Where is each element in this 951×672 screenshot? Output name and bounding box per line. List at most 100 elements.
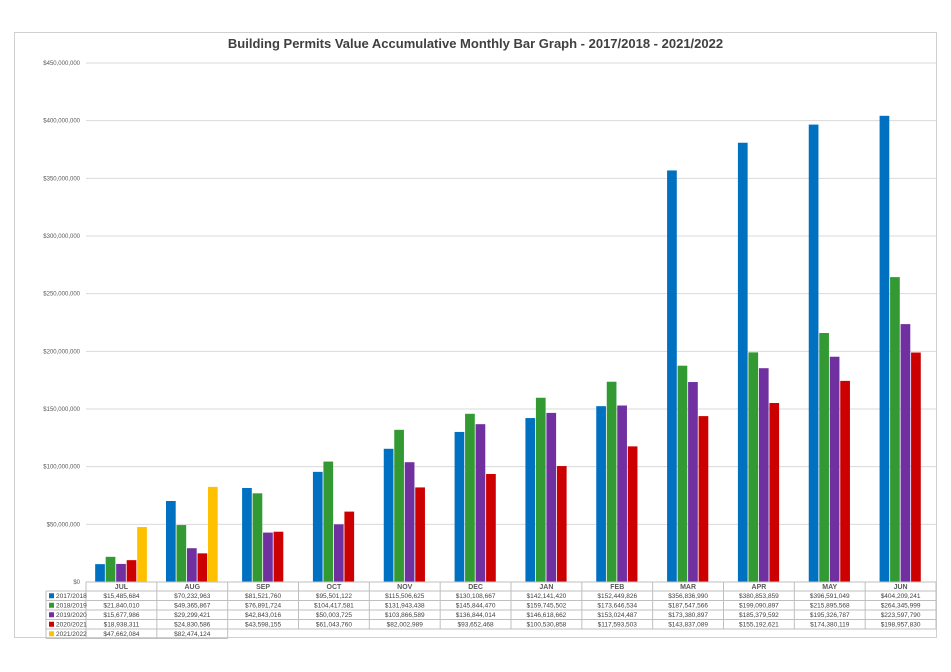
data-table-cell: $100,530,858 bbox=[527, 622, 567, 629]
bar bbox=[344, 511, 355, 582]
bar bbox=[105, 556, 116, 582]
bar bbox=[769, 403, 780, 582]
x-tick-label: JUN bbox=[894, 584, 908, 591]
legend-swatch bbox=[49, 612, 54, 618]
bar bbox=[252, 493, 263, 582]
data-table-cell: $142,141,420 bbox=[527, 593, 567, 600]
y-tick-label: $400,000,000 bbox=[43, 119, 80, 125]
x-tick-label: NOV bbox=[397, 584, 413, 591]
data-table-cell: $81,521,760 bbox=[245, 593, 282, 600]
bar bbox=[137, 527, 147, 582]
data-table-cell: $223,597,790 bbox=[881, 612, 921, 619]
data-table-cell: $136,844,014 bbox=[456, 612, 496, 619]
bar bbox=[415, 487, 425, 582]
legend-label: 2018/2019 bbox=[56, 603, 87, 610]
data-table-cell: $145,844,470 bbox=[456, 603, 496, 610]
bar bbox=[556, 466, 567, 582]
y-tick-label: $250,000,000 bbox=[43, 292, 80, 298]
data-table-cell: $47,662,084 bbox=[103, 631, 140, 638]
data-table-cell: $24,830,586 bbox=[174, 622, 211, 629]
data-table-cell: $185,379,592 bbox=[739, 612, 779, 619]
bar bbox=[525, 418, 536, 582]
bar bbox=[890, 277, 900, 582]
x-tick-label: FEB bbox=[610, 584, 624, 591]
data-table-cell: $93,652,468 bbox=[458, 622, 495, 629]
y-tick-label: $450,000,000 bbox=[43, 61, 80, 67]
y-tick-label: $350,000,000 bbox=[43, 176, 80, 182]
data-table-cell: $70,232,963 bbox=[174, 593, 211, 600]
bar bbox=[829, 356, 840, 582]
legend-label: 2020/2021 bbox=[56, 622, 87, 629]
data-table-cell: $21,840,010 bbox=[103, 603, 140, 610]
x-tick-label: JUL bbox=[115, 584, 129, 591]
y-tick-label: $50,000,000 bbox=[47, 522, 81, 528]
data-table-cell: $143,837,089 bbox=[668, 622, 708, 629]
data-table-cell: $174,380,119 bbox=[810, 622, 850, 629]
bar bbox=[808, 124, 819, 582]
bar bbox=[126, 560, 137, 582]
bar bbox=[95, 564, 105, 582]
data-table-cell: $42,843,016 bbox=[245, 612, 282, 619]
legend-swatch bbox=[49, 631, 54, 637]
y-tick-label: $200,000,000 bbox=[43, 349, 80, 355]
legend-label: 2019/2020 bbox=[56, 612, 87, 619]
y-tick-label: $100,000,000 bbox=[43, 465, 80, 471]
legend-label: 2017/2018 bbox=[56, 593, 87, 600]
data-table-cell: $82,002,989 bbox=[387, 622, 424, 629]
bar bbox=[879, 115, 890, 582]
bar bbox=[166, 500, 176, 582]
bar bbox=[667, 170, 677, 582]
legend-swatch bbox=[49, 593, 54, 599]
data-table-cell: $187,547,566 bbox=[668, 603, 708, 610]
x-tick-label: APR bbox=[752, 584, 767, 591]
bar bbox=[475, 424, 486, 582]
bar bbox=[312, 471, 323, 582]
data-table-cell: $264,345,999 bbox=[881, 603, 921, 610]
data-table-cell: $215,895,568 bbox=[810, 603, 850, 610]
x-tick-label: SEP bbox=[256, 584, 270, 591]
y-tick-label: $150,000,000 bbox=[43, 407, 80, 413]
data-table-cell: $15,677,986 bbox=[103, 612, 140, 619]
data-table-cell: $396,591,049 bbox=[810, 593, 850, 600]
bar bbox=[465, 413, 475, 582]
data-table-cell: $104,417,581 bbox=[314, 603, 354, 610]
data-table-cell: $43,598,155 bbox=[245, 622, 282, 629]
bar bbox=[197, 553, 208, 582]
bar bbox=[606, 381, 617, 582]
data-table-cell: $130,108,667 bbox=[456, 593, 496, 600]
bar bbox=[273, 531, 284, 582]
bar bbox=[688, 382, 698, 582]
x-tick-label: JAN bbox=[539, 584, 553, 591]
x-tick-label: DEC bbox=[468, 584, 483, 591]
data-table-cell: $95,501,122 bbox=[316, 593, 353, 600]
y-tick-label: $300,000,000 bbox=[43, 234, 80, 240]
data-table-cell: $50,003,725 bbox=[316, 612, 353, 619]
data-table-cell: $82,474,124 bbox=[174, 631, 211, 638]
data-table-cell: $117,593,503 bbox=[598, 622, 638, 629]
data-table-cell: $131,943,438 bbox=[385, 603, 425, 610]
bar bbox=[383, 448, 394, 582]
bar bbox=[454, 431, 465, 582]
bar bbox=[242, 487, 252, 582]
data-table-cell: $115,506,625 bbox=[385, 593, 425, 600]
bar bbox=[627, 446, 638, 582]
bar bbox=[677, 365, 688, 582]
data-table-cell: $29,299,421 bbox=[174, 612, 211, 619]
bar bbox=[208, 486, 218, 582]
data-table-cell: $103,866,589 bbox=[385, 612, 425, 619]
bar bbox=[748, 352, 759, 582]
bar bbox=[176, 525, 187, 582]
data-table-cell: $198,957,830 bbox=[881, 622, 921, 629]
x-tick-label: MAR bbox=[680, 584, 696, 591]
bar bbox=[116, 563, 126, 582]
x-tick-label: MAY bbox=[822, 584, 837, 591]
data-table-cell: $146,618,662 bbox=[527, 612, 567, 619]
bar bbox=[333, 524, 344, 582]
bar bbox=[187, 548, 197, 582]
bar bbox=[486, 473, 496, 582]
data-table-cell: $18,938,311 bbox=[104, 622, 140, 629]
bar bbox=[263, 532, 273, 582]
data-table-cell: $76,891,724 bbox=[245, 603, 282, 610]
bar bbox=[535, 397, 546, 582]
bar bbox=[819, 333, 829, 582]
